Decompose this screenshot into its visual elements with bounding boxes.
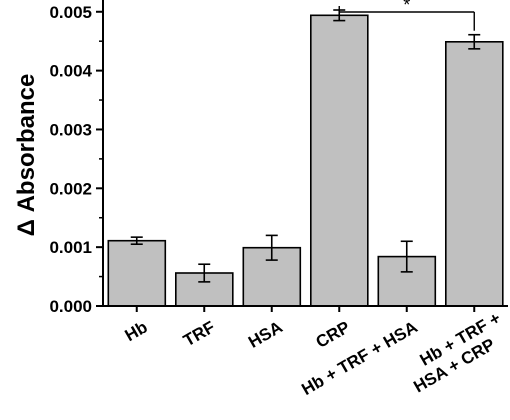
x-tick-label-text-1: TRF xyxy=(180,317,218,350)
x-tick-label-text-3: CRP xyxy=(313,317,354,351)
y-tick-label-4: 0.004 xyxy=(49,62,92,81)
x-tick-label-5: Hb + TRF +HSA + CRP xyxy=(400,308,510,396)
axes-layer xyxy=(96,0,508,312)
significance-bracket: * xyxy=(338,0,475,31)
error-bar-0 xyxy=(130,236,143,246)
y-tick-label-3: 0.003 xyxy=(49,120,92,139)
x-tick-label-4: Hb + TRF + HSA xyxy=(298,317,420,399)
x-tick-label-line-4-0: Hb + TRF + HSA xyxy=(298,317,420,399)
x-tick-label-0: Hb xyxy=(122,317,151,345)
error-bars-layer xyxy=(130,9,481,283)
bar-0 xyxy=(107,239,167,307)
x-tick-label-text-5: Hb + TRF +HSA + CRP xyxy=(400,308,510,396)
x-tick-label-line-1-0: TRF xyxy=(180,317,218,350)
x-tick-label-text-2: HSA xyxy=(245,317,286,351)
y-axis-title: Δ Absorbance xyxy=(13,74,40,237)
y-tick-label-5: 0.005 xyxy=(49,3,92,22)
significance-label: * xyxy=(403,0,410,15)
x-tick-label-3: CRP xyxy=(313,317,354,351)
y-tick-label-1: 0.001 xyxy=(49,238,92,257)
error-bar-2 xyxy=(265,234,278,261)
labels-layer: 0.000 0.001 0.002 0.003 0.004 0.005 Hb TRF HSA CR… xyxy=(49,0,510,399)
x-tick-label-line-2-0: HSA xyxy=(245,317,286,351)
x-tick-label-1: TRF xyxy=(180,317,218,350)
x-tick-label-text-4: Hb + TRF + HSA xyxy=(298,317,420,399)
x-tick-label-2: HSA xyxy=(245,317,286,351)
x-tick-label-line-3-0: CRP xyxy=(313,317,354,351)
y-tick-label-0: 0.000 xyxy=(49,297,92,316)
error-bar-4 xyxy=(400,240,413,273)
bar-5 xyxy=(444,40,504,307)
bars-layer xyxy=(107,14,504,307)
error-bar-1 xyxy=(198,263,211,283)
bar-3 xyxy=(309,14,369,307)
x-tick-label-line-0-0: Hb xyxy=(122,317,151,345)
x-tick-label-text-0: Hb xyxy=(122,317,151,345)
y-tick-label-2: 0.002 xyxy=(49,179,92,198)
error-bar-5 xyxy=(468,33,481,50)
